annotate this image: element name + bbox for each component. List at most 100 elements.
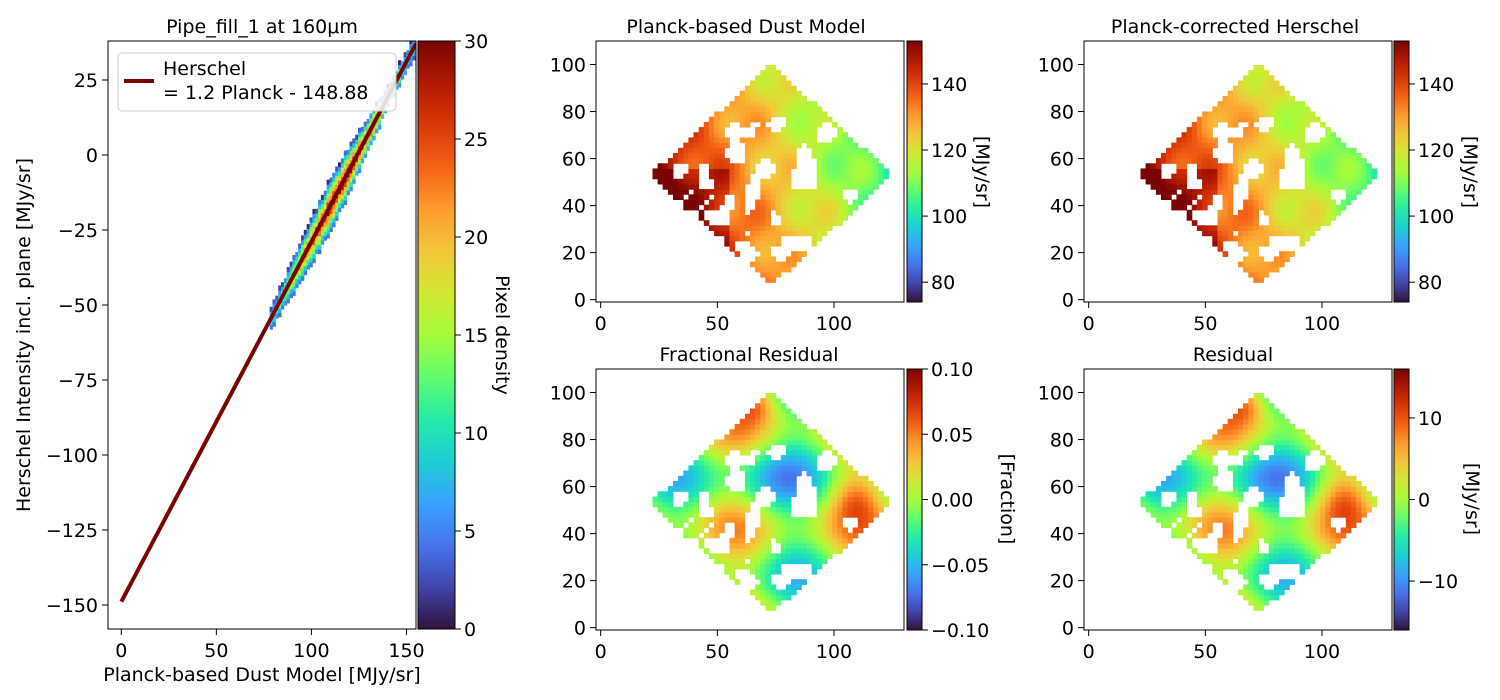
map-cell: [1181, 491, 1188, 497]
map-cell: [1356, 486, 1362, 492]
map-cell: [1222, 429, 1229, 435]
map-cell: [1196, 496, 1203, 503]
map-cell: [1248, 517, 1254, 523]
map-cell: [1248, 230, 1254, 237]
map-cell: [734, 251, 741, 257]
map-cell: [1248, 413, 1254, 420]
map-cell: [811, 465, 818, 472]
map-cell: [765, 106, 771, 113]
map-cell: [1273, 199, 1280, 206]
map-cell: [744, 163, 751, 169]
map-cell: [1232, 225, 1239, 231]
map-cell: [1248, 594, 1254, 601]
map-cell: [785, 230, 792, 237]
map-cell: [801, 424, 807, 430]
map-cell: [1315, 184, 1321, 190]
map-cell: [1207, 491, 1213, 497]
map-cell: [1284, 418, 1290, 425]
map-cell: [1243, 553, 1249, 559]
map-cell: [785, 96, 792, 102]
map-cell: [1217, 574, 1224, 580]
map-cell: [1212, 178, 1218, 185]
density-cell: [332, 186, 336, 192]
map-cell: [744, 111, 751, 118]
map-cell: [1279, 449, 1285, 456]
map-cell: [1279, 517, 1285, 523]
map-cell: [760, 434, 766, 441]
residual-map: [1140, 393, 1378, 611]
map-cell: [801, 230, 807, 237]
map-cell: [744, 158, 751, 164]
map-cell: [1350, 178, 1357, 185]
y-tick-label: 80: [562, 430, 586, 452]
map-cell: [1345, 512, 1352, 518]
density-cell: [329, 182, 333, 187]
map-cell: [719, 486, 725, 492]
map-cell: [1320, 147, 1326, 154]
map-cell: [1222, 537, 1229, 544]
map-cell: [1150, 496, 1157, 503]
map-cell: [744, 142, 751, 149]
map-cell: [1258, 106, 1265, 113]
map-cell: [1222, 204, 1229, 211]
map-cell: [796, 90, 802, 97]
map-cell: [1309, 470, 1316, 477]
map-cell: [1335, 137, 1342, 144]
map-cell: [1222, 439, 1229, 446]
map-cell: [703, 132, 710, 138]
map-cell: [724, 449, 730, 456]
density-cell: [278, 303, 282, 309]
map-cell: [760, 147, 766, 154]
map-cell: [760, 256, 766, 263]
map-cell: [785, 413, 792, 420]
map-cell: [821, 147, 828, 154]
map-cell: [1202, 470, 1208, 477]
map-cell: [1325, 163, 1331, 169]
map-cell: [801, 209, 807, 216]
density-cell: [312, 208, 316, 214]
map-cell: [714, 230, 720, 237]
map-cell: [1161, 517, 1167, 523]
map-cell: [729, 246, 736, 252]
map-cell: [1289, 230, 1295, 237]
map-cell: [1196, 147, 1203, 154]
density-cell: [409, 57, 413, 62]
y-tick-label: −25: [58, 220, 98, 242]
map-cell: [652, 168, 659, 175]
map-cell: [770, 460, 777, 466]
map-cell: [1335, 475, 1342, 482]
map-cell: [862, 512, 869, 518]
map-cell: [1345, 522, 1352, 528]
map-cell: [791, 116, 797, 123]
map-cell: [1227, 137, 1234, 144]
density-cell: [349, 186, 353, 192]
map-cell: [1253, 403, 1259, 409]
map-cell: [1243, 127, 1249, 133]
map-cell: [796, 424, 802, 430]
map-cell: [862, 496, 869, 503]
density-cell: [289, 284, 293, 290]
map-cell: [785, 101, 792, 107]
map-cell: [1289, 553, 1295, 559]
map-cell: [827, 537, 833, 544]
map-cell: [1191, 486, 1198, 492]
density-cell: [309, 262, 313, 268]
colorbar-tick-label: 0.10: [931, 359, 973, 381]
map-cell: [791, 132, 797, 138]
map-cell: [827, 173, 833, 180]
map-cell: [1273, 491, 1280, 497]
map-cell: [1263, 194, 1270, 200]
map-cell: [1315, 486, 1321, 492]
map-cell: [1176, 168, 1182, 175]
map-cell: [750, 240, 756, 247]
map-cell: [1258, 184, 1265, 190]
map-cell: [1299, 522, 1306, 528]
map-cell: [816, 106, 823, 113]
map-cell: [1294, 517, 1301, 523]
map-cell: [1309, 173, 1316, 180]
map-cell: [1258, 568, 1265, 575]
map-cell: [719, 111, 725, 118]
map-cell: [1273, 189, 1280, 195]
map-cell: [678, 194, 684, 200]
